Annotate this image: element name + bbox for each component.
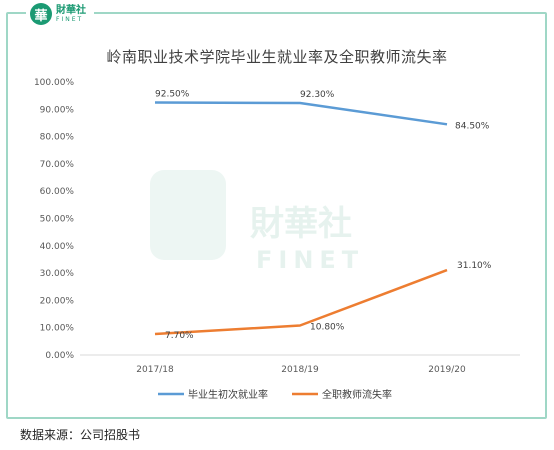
logo-cn: 財華社 [56,4,86,16]
y-tick-label: 80.00% [40,133,75,143]
watermark-cn: 財華社 [250,204,352,244]
data-label: 10.80% [310,323,345,333]
brand-logo: 華 財華社 FINET [26,2,94,26]
legend-label: 毕业生初次就业率 [188,388,268,401]
chart-title: 岭南职业技术学院毕业生就业率及全职教师流失率 [106,48,448,66]
y-tick-label: 90.00% [40,105,75,115]
watermark-en: FINET [256,246,364,274]
chart-frame [6,12,547,419]
x-tick-label: 2018/19 [281,365,319,375]
logo-en: FINET [56,15,84,23]
x-tick-label: 2017/18 [136,365,174,375]
logo-badge-icon: 華 [30,3,52,25]
y-tick-label: 10.00% [40,324,75,334]
series-line [154,268,448,336]
watermark: 財華社 FINET [150,170,364,274]
data-label: 84.50% [455,121,490,131]
y-tick-label: 40.00% [40,242,75,252]
y-tick-label: 30.00% [40,269,75,279]
x-tick-label: 2019/20 [428,365,466,375]
y-tick-label: 0.00% [45,351,74,361]
y-tick-label: 100.00% [34,78,74,88]
y-tick-label: 70.00% [40,160,75,170]
y-tick-label: 20.00% [40,296,75,306]
watermark-badge [150,170,226,260]
series-line [154,101,448,126]
logo-text: 財華社 FINET [56,4,86,23]
data-source: 数据来源：公司招股书 [20,428,141,442]
data-label: 92.50% [155,89,190,99]
y-tick-label: 50.00% [40,215,75,225]
legend-label: 全职教师流失率 [322,388,392,401]
y-tick-label: 60.00% [40,187,75,197]
data-label: 92.30% [300,90,335,100]
data-label: 7.70% [165,331,194,341]
data-label: 31.10% [457,261,492,271]
